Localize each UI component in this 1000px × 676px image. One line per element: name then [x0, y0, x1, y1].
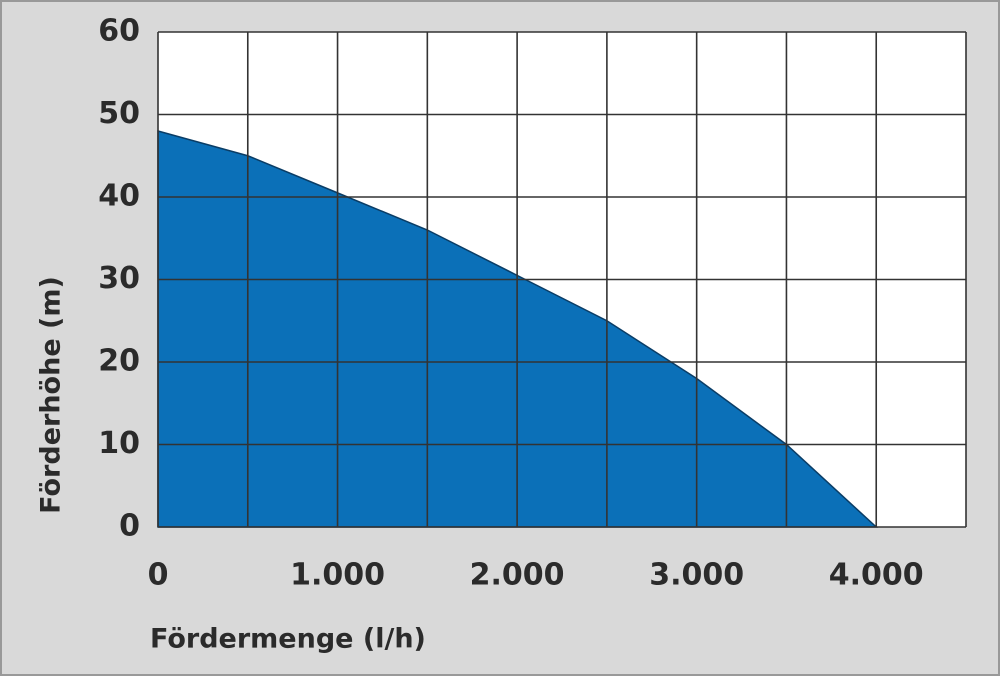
x-tick-label: 2.000 [470, 558, 565, 593]
x-tick-label: 1.000 [290, 558, 385, 593]
x-tick-label: 4.000 [829, 558, 924, 593]
y-tick-label: 20 [98, 344, 140, 379]
y-tick-label: 10 [98, 426, 140, 461]
y-tick-label: 60 [98, 14, 140, 49]
y-tick-label: 40 [98, 179, 140, 214]
y-tick-label: 0 [119, 509, 140, 544]
y-tick-label: 30 [98, 261, 140, 296]
x-tick-label: 3.000 [649, 558, 744, 593]
x-tick-label: 0 [148, 558, 169, 593]
y-tick-label: 50 [98, 96, 140, 131]
x-axis-title: Fördermenge (l/h) [150, 624, 426, 655]
y-axis-title: Förderhöhe (m) [36, 276, 67, 514]
